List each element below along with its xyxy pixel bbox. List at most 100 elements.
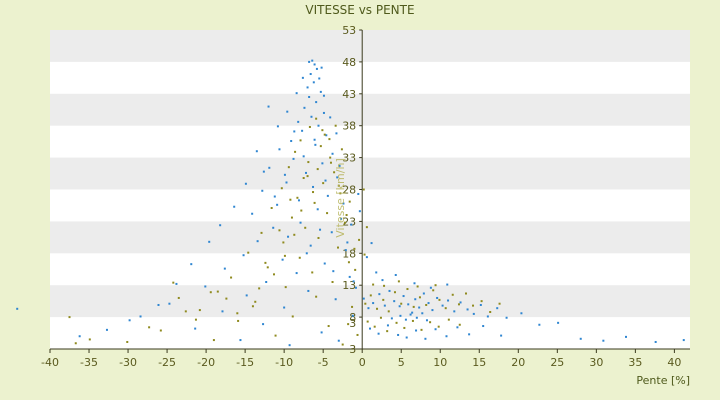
data-point	[372, 283, 375, 286]
data-point	[334, 298, 337, 301]
data-point	[427, 302, 430, 305]
data-point	[319, 145, 322, 148]
data-point	[303, 106, 306, 109]
data-point	[323, 133, 326, 136]
data-point	[168, 302, 171, 305]
data-point	[225, 297, 228, 300]
data-point	[317, 124, 320, 127]
data-point	[335, 132, 338, 135]
data-point	[68, 316, 71, 319]
data-point	[274, 334, 277, 337]
y-tick-label: 53	[342, 24, 356, 37]
data-point	[351, 305, 354, 308]
data-point	[329, 116, 332, 119]
data-point	[245, 294, 248, 297]
data-point	[221, 310, 224, 313]
data-point	[242, 254, 245, 257]
data-point	[358, 238, 361, 241]
data-point	[312, 185, 315, 188]
data-point	[287, 235, 290, 238]
x-tick-label: 25	[550, 356, 564, 369]
data-point	[348, 275, 351, 278]
data-point	[105, 328, 108, 331]
data-point	[350, 223, 353, 226]
y-tick-label: 23	[342, 215, 356, 228]
data-point	[126, 340, 129, 343]
data-point	[445, 335, 448, 338]
data-point	[397, 280, 400, 283]
data-point	[276, 203, 279, 206]
data-point	[312, 81, 315, 84]
x-tick-label: 20	[511, 356, 525, 369]
data-point	[326, 194, 329, 197]
data-point	[302, 155, 305, 158]
data-point	[219, 224, 222, 227]
data-point	[321, 129, 324, 132]
data-point	[444, 307, 447, 310]
data-point	[414, 298, 417, 301]
data-point	[331, 152, 334, 155]
data-point	[377, 332, 380, 335]
data-point	[300, 209, 303, 212]
data-point	[466, 308, 469, 311]
data-point	[331, 281, 334, 284]
data-point	[453, 310, 456, 313]
x-tick-label: -10	[275, 356, 293, 369]
x-tick-label: 15	[472, 356, 486, 369]
data-point	[302, 177, 305, 180]
data-point	[402, 295, 405, 298]
data-point	[281, 258, 284, 261]
data-point	[264, 261, 267, 264]
data-point	[346, 241, 349, 244]
data-point	[278, 148, 281, 151]
data-point	[327, 325, 330, 328]
grid-band	[50, 93, 690, 126]
data-point	[296, 196, 299, 199]
data-point	[458, 323, 461, 326]
data-point	[251, 212, 254, 215]
x-axis-ticks: -40 -35 -30 -25 -20 -15 -10 -5 0 5 10 15 20 25 30 35 40	[41, 349, 681, 369]
data-point	[236, 312, 239, 315]
data-point	[465, 292, 467, 295]
data-point	[457, 303, 460, 306]
data-point	[326, 212, 329, 215]
data-point	[379, 316, 382, 319]
data-point	[306, 86, 309, 89]
data-point	[383, 304, 386, 307]
data-point	[341, 343, 344, 346]
data-point	[318, 77, 321, 80]
data-point	[579, 337, 582, 340]
data-point	[364, 302, 367, 305]
data-point	[446, 283, 449, 286]
y-tick-label: 48	[342, 56, 356, 69]
data-point	[472, 312, 475, 315]
data-point	[393, 300, 396, 303]
data-point	[654, 340, 657, 343]
data-point	[310, 115, 313, 118]
data-point	[333, 171, 336, 174]
data-point	[407, 303, 410, 306]
data-point	[381, 279, 384, 282]
data-point	[489, 310, 492, 313]
data-point	[451, 293, 454, 296]
data-point	[316, 168, 319, 171]
data-point	[447, 318, 450, 321]
data-point	[388, 289, 391, 292]
data-point	[289, 198, 292, 201]
data-point	[314, 143, 317, 146]
data-point	[292, 157, 295, 160]
data-point	[387, 310, 390, 313]
data-point	[297, 199, 300, 202]
data-point	[468, 333, 471, 336]
data-point	[415, 316, 418, 319]
data-point	[306, 175, 309, 178]
data-point	[272, 226, 275, 229]
y-tick-label: 43	[342, 88, 356, 101]
data-point	[348, 200, 351, 203]
data-point	[317, 236, 320, 239]
data-point	[315, 67, 318, 70]
y-tick-label: 8	[349, 311, 356, 324]
data-point	[295, 272, 298, 275]
